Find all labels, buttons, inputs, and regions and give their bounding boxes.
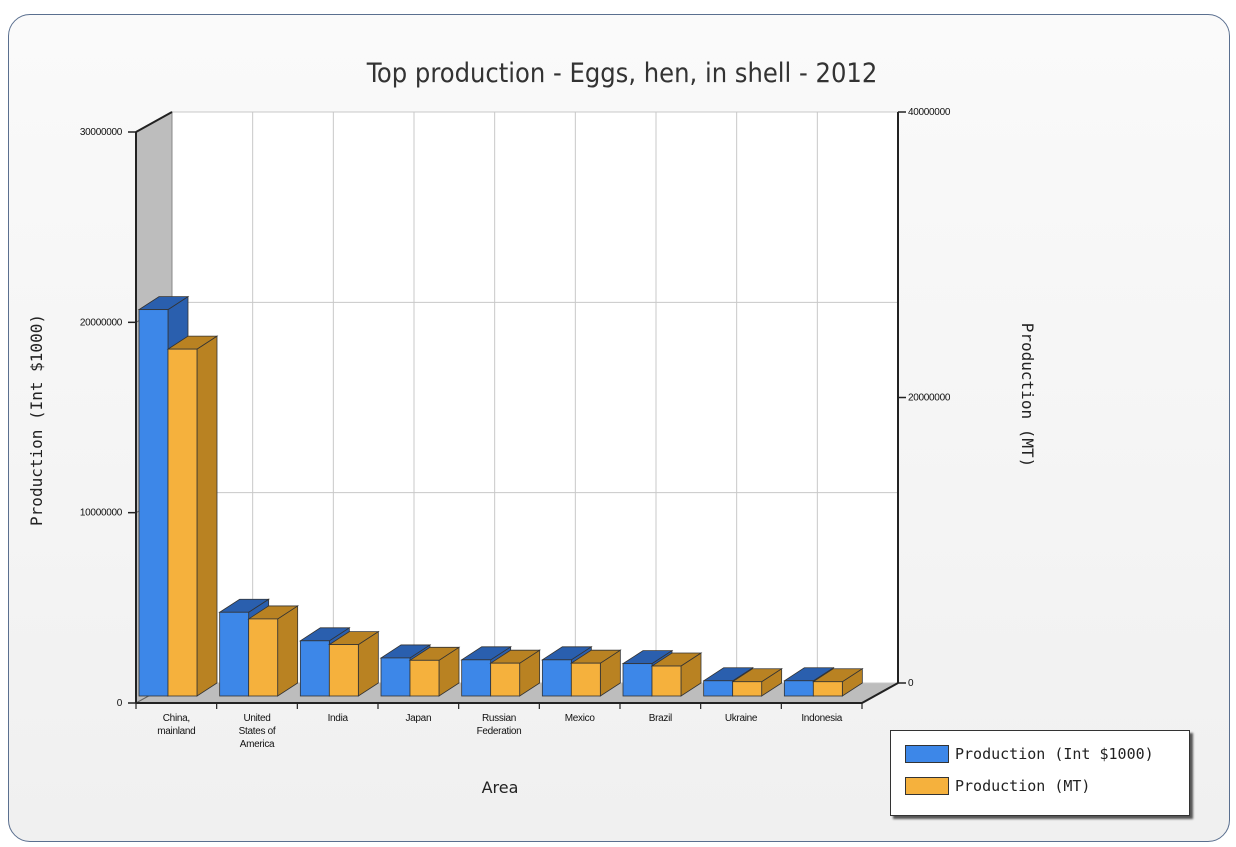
bar-int1000-front <box>783 680 814 697</box>
legend-swatch-series-2 <box>905 777 949 795</box>
legend-swatch-series-1 <box>905 745 949 763</box>
y-axis-top-edge <box>135 111 173 133</box>
chart-title: Top production - Eggs, hen, in shell - 2… <box>366 58 878 89</box>
legend: Production (Int $1000) Production (MT) <box>890 730 1190 816</box>
y-tick-label: 0 <box>117 698 123 709</box>
legend-label-series-1: Production (Int $1000) <box>955 745 1154 763</box>
bar-int1000-front <box>703 680 734 697</box>
bar-int1000-front <box>622 663 653 697</box>
legend-label-series-2: Production (MT) <box>955 777 1091 795</box>
bar-mt-front <box>409 659 440 697</box>
bar-int1000-front <box>219 611 250 697</box>
bar-mt <box>327 630 380 697</box>
x-tick-label: Mexico <box>565 713 596 724</box>
bar-mt-front <box>732 681 763 697</box>
bar-mt-front <box>167 348 198 697</box>
bar-int1000-front <box>541 659 572 697</box>
legend-item-series-1: Production (Int $1000) <box>905 743 1154 765</box>
y2-tick-label: 0 <box>908 678 914 689</box>
bar-mt-front <box>812 681 843 697</box>
bar-mt-front <box>651 665 682 697</box>
bar-int1000-front <box>138 309 169 697</box>
bar-mt <box>569 649 622 697</box>
bar-mt <box>166 335 219 697</box>
bar-int1000-front <box>380 657 411 697</box>
bar-mt <box>811 667 864 697</box>
bar-mt-front <box>328 644 359 697</box>
bar-int1000-front <box>461 659 492 697</box>
y-tick-label: 30000000 <box>80 127 123 138</box>
bar-mt <box>731 667 784 697</box>
y-tick-label: 20000000 <box>80 317 123 328</box>
x-tick-label: Russian Federation <box>477 713 522 737</box>
bar-int1000-front <box>299 640 330 697</box>
x-axis-end-edge <box>861 682 899 704</box>
x-tick-label: Brazil <box>649 713 672 724</box>
legend-item-series-2: Production (MT) <box>905 775 1090 797</box>
bar-mt <box>247 605 300 697</box>
x-axis-title: Area <box>482 778 519 797</box>
bar-mt <box>489 649 542 697</box>
x-tick-label: China, mainland <box>157 713 195 737</box>
bar-mt <box>408 646 461 697</box>
bar-mt <box>650 652 703 697</box>
y2-axis-title: Production (MT) <box>1018 323 1037 468</box>
x-tick-label: Japan <box>405 713 431 724</box>
bar-mt-side <box>277 605 299 697</box>
x-tick-label: United States of America <box>239 713 276 750</box>
bar-mt-front <box>570 662 601 697</box>
y-axis-title: Production (Int $1000) <box>27 314 46 526</box>
y-tick-label: 10000000 <box>80 508 123 519</box>
x-tick-label: India <box>328 713 349 724</box>
x-tick-label: Ukraine <box>725 713 758 724</box>
bar-mt-side <box>196 335 218 697</box>
bar-mt-front <box>490 662 521 697</box>
back-wall <box>171 111 899 684</box>
plot-area: 0 10000000 20000000 30000000 0 20000000 400000… <box>80 107 951 750</box>
x-tick-label: Indonesia <box>801 713 842 724</box>
y2-tick-label: 20000000 <box>908 393 951 404</box>
bar-mt-front <box>248 618 279 697</box>
y2-tick-label: 40000000 <box>908 107 951 118</box>
